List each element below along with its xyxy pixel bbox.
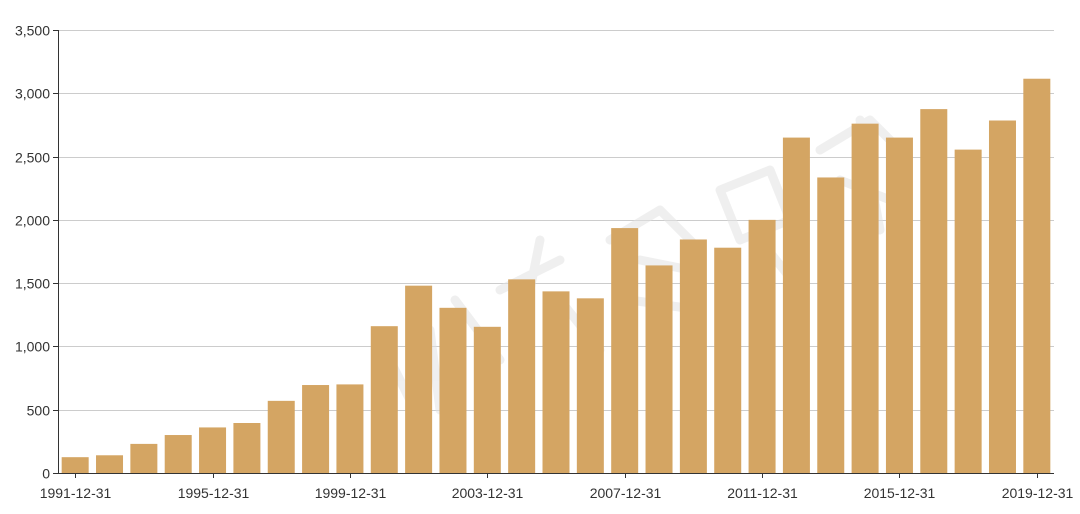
y-tick-label: 3,500 (15, 23, 50, 39)
bar-2018-12-31 (988, 120, 1016, 473)
y-tick-label: 1,500 (15, 276, 50, 292)
bar-2004-12-31 (508, 279, 536, 473)
bar-2015-12-31 (885, 137, 913, 473)
y-tick-label: 500 (27, 403, 51, 419)
y-tick-label: 2,000 (15, 213, 50, 229)
bar-1995-12-31 (199, 427, 227, 473)
bar-2005-12-31 (542, 291, 570, 473)
bar-2010-12-31 (714, 247, 742, 473)
y-tick-label: 3,000 (15, 86, 50, 102)
bar-2001-12-31 (405, 285, 433, 473)
bar-1999-12-31 (336, 384, 364, 473)
bar-2006-12-31 (576, 298, 604, 473)
x-axis-ticks: 1991-12-31 1995-12-31 1999-12-31 2003-12-31… (40, 473, 1074, 501)
y-tick-label: 0 (42, 466, 50, 482)
x-tick-label: 2011-12-31 (727, 485, 798, 501)
y-tick-label: 1,000 (15, 339, 50, 355)
bar-2007-12-31 (611, 228, 639, 473)
bar-2016-12-31 (920, 109, 948, 474)
bar-1998-12-31 (302, 385, 330, 473)
bar-2000-12-31 (370, 326, 398, 473)
x-tick-label: 1995-12-31 (178, 485, 250, 501)
bar-1991-12-31 (61, 457, 89, 473)
bar-1993-12-31 (130, 443, 158, 473)
bar-2009-12-31 (679, 239, 707, 473)
gridlines (58, 30, 1054, 411)
bar-2002-12-31 (439, 307, 467, 473)
y-tick-label: 2,500 (15, 150, 50, 166)
bar-2003-12-31 (473, 326, 501, 473)
x-tick-label: 2007-12-31 (590, 485, 662, 501)
bar-2019-12-31 (1023, 78, 1051, 473)
bar-2008-12-31 (645, 265, 673, 473)
bar-2011-12-31 (748, 219, 776, 473)
bars (61, 78, 1051, 474)
x-tick-label: 2003-12-31 (452, 485, 524, 501)
x-tick-label: 2019-12-31 (1002, 485, 1074, 501)
bar-2017-12-31 (954, 149, 982, 474)
bar-1997-12-31 (267, 400, 295, 473)
bar-1996-12-31 (233, 423, 261, 473)
axes (58, 30, 1054, 474)
bar-2013-12-31 (817, 177, 845, 473)
x-tick-label: 1991-12-31 (40, 485, 112, 501)
bar-1992-12-31 (96, 455, 124, 473)
x-tick-label: 1999-12-31 (315, 485, 387, 501)
y-axis-ticks: 0 500 1,000 1,500 2,000 2,500 3,000 3,500 (15, 23, 58, 482)
bar-2014-12-31 (851, 123, 879, 473)
x-tick-label: 2015-12-31 (864, 485, 936, 501)
bar-1994-12-31 (164, 435, 192, 473)
bar-2012-12-31 (782, 137, 810, 473)
